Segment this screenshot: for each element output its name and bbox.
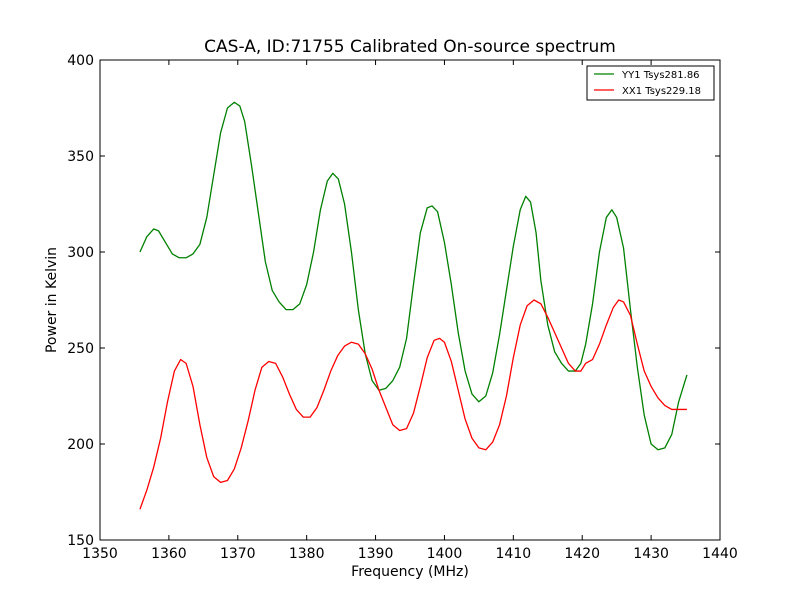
axes-frame: [99, 59, 721, 541]
x-axis-label: Frequency (MHz): [351, 564, 469, 580]
y-tick-label: 150: [67, 533, 94, 549]
x-tick-label: 1350: [82, 546, 118, 562]
legend: YY1 Tsys281.86 XX1 Tsys229.18: [586, 65, 715, 101]
x-tick-label: 1430: [633, 546, 669, 562]
x-tick-label: 1400: [427, 546, 463, 562]
y-tick-label: 200: [67, 437, 94, 453]
legend-label-2: XX1 Tsys229.18: [622, 86, 701, 97]
series-line-2: [139, 299, 687, 510]
x-tick-label: 1440: [702, 546, 738, 562]
x-tick-label: 1370: [220, 546, 256, 562]
y-tick-label: 300: [67, 245, 94, 261]
x-tick-label: 1360: [151, 546, 187, 562]
y-tick-label: 400: [67, 53, 94, 69]
legend-label-1: YY1 Tsys281.86: [621, 70, 700, 81]
y-tick-label: 350: [67, 149, 94, 165]
plot-area: 1350 1360 1370 1380 1390 1400 1410 1420 1430 1440…: [67, 53, 738, 562]
x-tick-label: 1390: [358, 546, 394, 562]
y-axis-label: Power in Kelvin: [44, 247, 60, 353]
x-tick-label: 1410: [496, 546, 532, 562]
legend-box: [586, 65, 715, 101]
chart-title: CAS-A, ID:71755 Calibrated On-source spe…: [204, 37, 616, 57]
series-line-1: [139, 101, 688, 451]
y-tick-label: 250: [67, 341, 94, 357]
x-tick-label: 1380: [289, 546, 325, 562]
x-tick-label: 1420: [564, 546, 600, 562]
